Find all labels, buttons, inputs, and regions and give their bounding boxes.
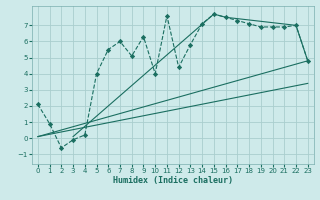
X-axis label: Humidex (Indice chaleur): Humidex (Indice chaleur) bbox=[113, 176, 233, 185]
